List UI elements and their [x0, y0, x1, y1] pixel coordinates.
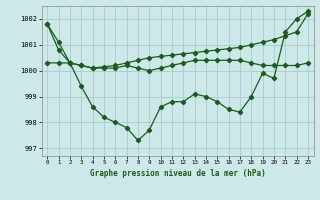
X-axis label: Graphe pression niveau de la mer (hPa): Graphe pression niveau de la mer (hPa)	[90, 169, 266, 178]
